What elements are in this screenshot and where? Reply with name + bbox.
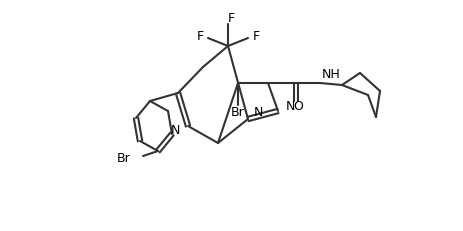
Text: F: F <box>252 30 260 43</box>
Text: Br: Br <box>117 152 131 164</box>
Text: O: O <box>293 100 303 113</box>
Text: N: N <box>286 100 295 113</box>
Text: N: N <box>171 125 180 137</box>
Text: N: N <box>254 106 263 119</box>
Text: F: F <box>227 12 235 24</box>
Text: Br: Br <box>231 106 245 119</box>
Text: F: F <box>196 30 204 43</box>
Text: NH: NH <box>322 69 341 82</box>
